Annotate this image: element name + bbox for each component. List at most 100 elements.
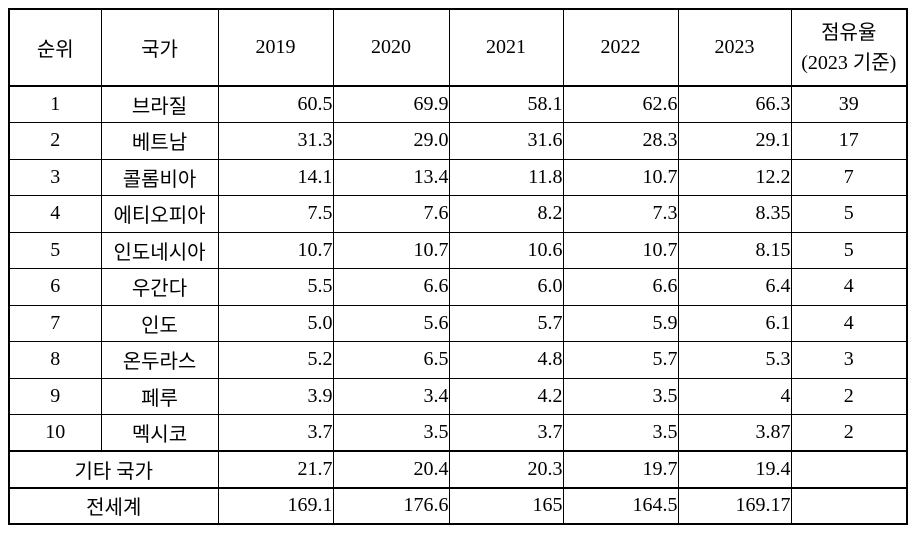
header-cell-year-2020: 2020 [332,8,450,87]
rank-cell: 5 [8,231,102,269]
value-cell: 3.7 [217,414,334,452]
table-row: 4 에티오피아 7.5 7.6 8.2 7.3 8.35 5 [8,195,908,233]
value-cell: 10.7 [217,231,334,269]
table-row: 9 페루 3.9 3.4 4.2 3.5 4 2 [8,377,908,415]
value-cell: 3.9 [217,377,334,415]
value-cell: 164.5 [562,486,679,525]
rank-cell: 1 [8,85,102,123]
value-cell: 3.5 [562,377,679,415]
value-cell: 11.8 [448,158,564,196]
rank-cell: 6 [8,268,102,306]
value-cell: 176.6 [332,486,450,525]
table-row: 1 브라질 60.5 69.9 58.1 62.6 66.3 39 [8,85,908,123]
value-cell: 29.1 [677,122,792,160]
country-cell: 우간다 [100,268,219,306]
country-cell: 온두라스 [100,341,219,379]
rank-cell: 7 [8,304,102,342]
share-cell: 4 [790,268,908,306]
table-body: 1 브라질 60.5 69.9 58.1 62.6 66.3 39 2 베트남 31.3 29.0 31… [8,85,908,525]
share-cell: 17 [790,122,908,160]
value-cell: 169.17 [677,486,792,525]
value-cell: 10.7 [332,231,450,269]
value-cell: 3.7 [448,414,564,452]
value-cell: 6.1 [677,304,792,342]
country-cell: 인도네시아 [100,231,219,269]
value-cell: 31.3 [217,122,334,160]
value-cell: 6.6 [562,268,679,306]
value-cell: 19.4 [677,450,792,488]
value-cell: 6.5 [332,341,450,379]
rank-cell: 9 [8,377,102,415]
production-table: 순위 국가 2019 2020 2021 2022 2023 점유율 (2023… [8,8,908,525]
value-cell: 7.6 [332,195,450,233]
value-cell: 20.3 [448,450,564,488]
table-container: 순위 국가 2019 2020 2021 2022 2023 점유율 (2023… [8,8,908,525]
value-cell: 4.8 [448,341,564,379]
value-cell: 6.0 [448,268,564,306]
share-header-line1: 점유율 [821,21,877,44]
value-cell: 3.5 [332,414,450,452]
rank-cell: 2 [8,122,102,160]
share-cell: 39 [790,85,908,123]
header-cell-rank: 순위 [8,8,102,87]
value-cell: 3.5 [562,414,679,452]
rank-cell: 4 [8,195,102,233]
header-cell-country: 국가 [100,8,219,87]
value-cell: 169.1 [217,486,334,525]
value-cell: 12.2 [677,158,792,196]
value-cell: 8.15 [677,231,792,269]
header-cell-year-2023: 2023 [677,8,792,87]
table-row: 2 베트남 31.3 29.0 31.6 28.3 29.1 17 [8,122,908,160]
value-cell: 8.35 [677,195,792,233]
value-cell: 28.3 [562,122,679,160]
table-row: 7 인도 5.0 5.6 5.7 5.9 6.1 4 [8,304,908,342]
header-cell-year-2019: 2019 [217,8,334,87]
share-header-line2: (2023 기준) [801,51,897,74]
value-cell: 60.5 [217,85,334,123]
value-cell: 8.2 [448,195,564,233]
value-cell: 5.7 [562,341,679,379]
value-cell: 4.2 [448,377,564,415]
value-cell: 62.6 [562,85,679,123]
value-cell: 21.7 [217,450,334,488]
summary-label-cell: 전세계 [8,486,219,525]
country-cell: 멕시코 [100,414,219,452]
header-cell-year-2022: 2022 [562,8,679,87]
header-row: 순위 국가 2019 2020 2021 2022 2023 점유율 (2023… [8,8,908,87]
value-cell: 29.0 [332,122,450,160]
country-cell: 베트남 [100,122,219,160]
share-cell: 5 [790,195,908,233]
value-cell: 10.7 [562,158,679,196]
value-cell: 10.7 [562,231,679,269]
table-row: 5 인도네시아 10.7 10.7 10.6 10.7 8.15 5 [8,231,908,269]
share-cell: 2 [790,414,908,452]
value-cell: 66.3 [677,85,792,123]
value-cell: 31.6 [448,122,564,160]
rank-cell: 10 [8,414,102,452]
value-cell: 69.9 [332,85,450,123]
share-cell [790,450,908,488]
value-cell: 5.5 [217,268,334,306]
rank-cell: 8 [8,341,102,379]
value-cell: 19.7 [562,450,679,488]
summary-row: 전세계 169.1 176.6 165 164.5 169.17 [8,486,908,525]
share-cell: 5 [790,231,908,269]
value-cell: 4 [677,377,792,415]
share-cell: 2 [790,377,908,415]
value-cell: 5.0 [217,304,334,342]
value-cell: 5.3 [677,341,792,379]
country-cell: 브라질 [100,85,219,123]
value-cell: 3.4 [332,377,450,415]
country-cell: 에티오피아 [100,195,219,233]
country-cell: 페루 [100,377,219,415]
value-cell: 5.2 [217,341,334,379]
value-cell: 6.4 [677,268,792,306]
table-row: 10 멕시코 3.7 3.5 3.7 3.5 3.87 2 [8,414,908,452]
value-cell: 58.1 [448,85,564,123]
value-cell: 14.1 [217,158,334,196]
value-cell: 13.4 [332,158,450,196]
value-cell: 7.3 [562,195,679,233]
value-cell: 3.87 [677,414,792,452]
value-cell: 5.6 [332,304,450,342]
value-cell: 10.6 [448,231,564,269]
